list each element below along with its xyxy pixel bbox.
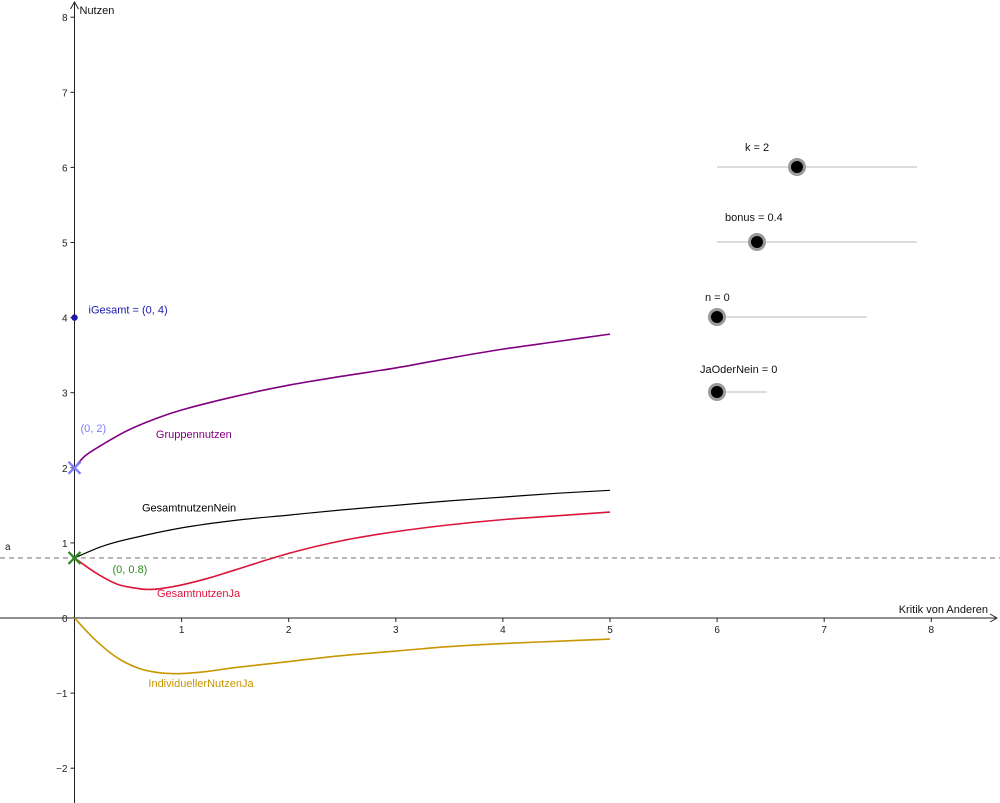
y-tick-label-6: 6 — [62, 163, 68, 174]
slider-label: k = 2 — [745, 142, 769, 154]
slider-handle[interactable] — [748, 233, 766, 251]
slider-handle-knob — [791, 161, 803, 173]
point-label-0-2: (0, 2) — [81, 423, 107, 435]
y-tick-label-8: 8 — [62, 13, 68, 24]
series-label-gruppennutzen: Gruppennutzen — [156, 429, 232, 441]
x-tick-label-3: 3 — [393, 625, 399, 636]
y-tick-label-0: 0 — [62, 614, 68, 625]
reference-line-a-label: a — [5, 542, 11, 553]
slider-handle[interactable] — [708, 308, 726, 326]
x-tick-label-5: 5 — [607, 625, 613, 636]
y-tick-label-5: 5 — [62, 239, 68, 250]
x-tick-label-1: 1 — [179, 625, 185, 636]
x-tick-label-4: 4 — [500, 625, 506, 636]
series-line-gesamtnutzenja — [74, 511, 611, 591]
x-tick-label-7: 7 — [821, 625, 827, 636]
y-tick-label-2: 2 — [62, 464, 68, 475]
series-line-gesamtnutzennein — [74, 489, 611, 559]
point-cross-0-0-8 — [67, 551, 82, 565]
point-cross-0-2 — [67, 461, 82, 475]
cross-stroke — [67, 551, 82, 565]
point-label-0-0-8: (0, 0.8) — [113, 564, 148, 576]
sliders-layer: k = 2 bonus = 0.4 n = 0 JaOderNein = 0 — [700, 142, 917, 401]
x-axis-title: Kritik von Anderen — [899, 604, 988, 616]
cross-stroke — [67, 461, 82, 475]
slider-label: JaOderNein = 0 — [700, 364, 777, 376]
slider-handle-knob — [711, 311, 723, 323]
slider-handle-knob — [711, 386, 723, 398]
y-axis-title: Nutzen — [80, 5, 115, 17]
y-tick-label-7: 7 — [62, 88, 68, 99]
slider-bonus-0-4[interactable]: bonus = 0.4 — [717, 212, 917, 251]
y-tick-label-1: 1 — [62, 539, 68, 550]
x-tick-label-6: 6 — [714, 625, 720, 636]
points-layer: iGesamt = (0, 4) (0, 2) (0, 0.8) — [67, 305, 168, 576]
y-tick-label-4: 4 — [62, 314, 68, 325]
slider-n-0[interactable]: n = 0 — [705, 292, 867, 326]
slider-label: bonus = 0.4 — [725, 212, 783, 224]
y-tick-label-2: −2 — [56, 764, 68, 775]
slider-jaodernein-0[interactable]: JaOderNein = 0 — [700, 364, 777, 401]
curves-layer: Gruppennutzen GesamtnutzenNein Gesamtnutze… — [73, 333, 611, 690]
x-tick-label-2: 2 — [286, 625, 292, 636]
point-label-igesamt-0-4: iGesamt = (0, 4) — [89, 305, 168, 317]
slider-handle[interactable] — [788, 158, 806, 176]
series-line-gruppennutzen — [73, 333, 611, 469]
y-axis-arrow — [70, 0, 79, 10]
y-tick-label-3: 3 — [62, 389, 68, 400]
x-axis-arrow — [989, 613, 999, 623]
y-tick-label-1: −1 — [56, 689, 68, 700]
series-label-individuellernutzenja: IndividuellerNutzenJa — [148, 678, 254, 690]
slider-label: n = 0 — [705, 292, 730, 304]
slider-handle-knob — [751, 236, 763, 248]
slider-handle[interactable] — [708, 383, 726, 401]
series-line-individuellernutzenja — [73, 617, 611, 675]
point-igesamt-0-4 — [71, 314, 78, 321]
series-label-gesamtnutzennein: GesamtnutzenNein — [142, 502, 236, 514]
x-tick-label-8: 8 — [929, 625, 935, 636]
series-label-gesamtnutzenja: GesamtnutzenJa — [157, 588, 241, 600]
reference-line-a-layer: a — [0, 542, 1000, 559]
slider-k-2[interactable]: k = 2 — [717, 142, 917, 176]
